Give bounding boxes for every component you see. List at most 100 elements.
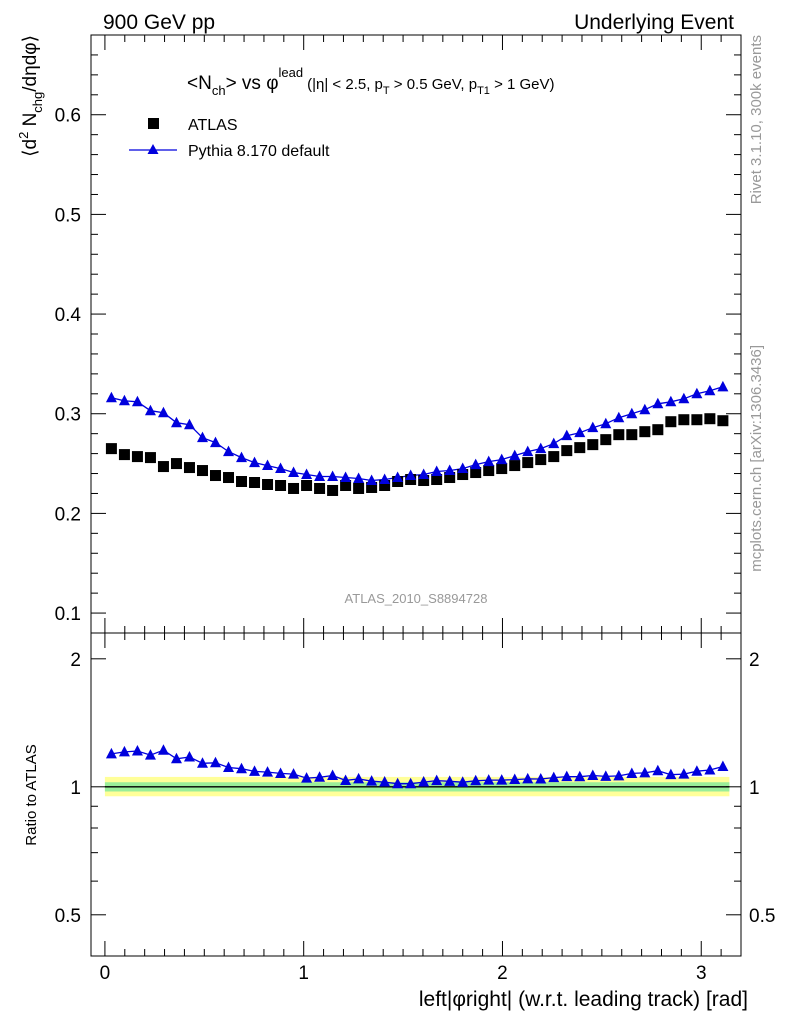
- pythia-point: [170, 416, 182, 428]
- atlas-point: [652, 424, 664, 436]
- pythia-point: [327, 470, 339, 482]
- pythia-point: [418, 468, 430, 480]
- pythia-point: [457, 462, 469, 474]
- ratio-point: [509, 773, 521, 785]
- ratio-point: [275, 767, 287, 778]
- pythia-point: [548, 437, 560, 449]
- ratio-point: [418, 776, 430, 787]
- ratio-ytick-label-right: 1: [749, 778, 760, 799]
- ratio-point: [548, 771, 560, 783]
- pythia-point: [301, 468, 313, 480]
- atlas-point: [366, 481, 378, 493]
- main-ytick-label: 0.6: [55, 106, 81, 127]
- rivet-label: Rivet 3.1.10, 300k events: [748, 35, 765, 204]
- pythia-point: [704, 384, 716, 396]
- ratio-point: [157, 744, 169, 755]
- ratio-point: [457, 776, 469, 787]
- atlas-point: [223, 472, 235, 484]
- ratio-point: [249, 765, 261, 776]
- pythia-point: [587, 421, 599, 433]
- atlas-point: [157, 461, 169, 473]
- ratio-point: [223, 761, 235, 773]
- pythia-point: [209, 436, 221, 448]
- atlas-point: [249, 477, 261, 489]
- ratio-point: [131, 744, 143, 756]
- ratio-point: [353, 772, 365, 784]
- atlas-point: [457, 469, 469, 481]
- ratio-point: [665, 768, 677, 780]
- ratio-point: [535, 773, 547, 784]
- legend-pythia-label: Pythia 8.170 default: [188, 143, 330, 160]
- pythia-point: [392, 471, 404, 483]
- pythia-point: [678, 392, 690, 404]
- ratio-point: [444, 775, 456, 786]
- pythia-point: [131, 395, 143, 407]
- pythia-point: [444, 464, 456, 476]
- atlas-point: [314, 482, 326, 494]
- pythia-point: [535, 442, 547, 454]
- atlas-point: [144, 452, 156, 464]
- atlas-point: [717, 415, 729, 427]
- ratio-point: [704, 764, 716, 775]
- atlas-point: [587, 439, 599, 451]
- pythia-point: [288, 466, 300, 478]
- ratio-point: [496, 774, 508, 785]
- pythia-point: [366, 474, 378, 486]
- ratio-ytick-label-left: 1: [70, 778, 81, 799]
- ratio-point: [691, 765, 703, 776]
- atlas-point: [340, 479, 352, 491]
- ratio-series: [105, 744, 729, 789]
- pythia-point: [613, 411, 625, 423]
- ratio-panel: 0.5 0.5 1 1 2 2 0 1 2 3 Ratio to ATLAS left|φrig…: [23, 632, 776, 1011]
- ratio-point: [522, 772, 534, 784]
- atlas-point: [600, 434, 612, 446]
- main-ticks: [91, 34, 741, 634]
- ratio-point: [613, 769, 625, 781]
- ratio-point: [366, 775, 378, 786]
- pythia-point: [105, 391, 117, 403]
- analysis-watermark: ATLAS_2010_S8894728: [345, 591, 488, 606]
- ratio-ticks: [91, 633, 741, 957]
- pythia-point: [275, 462, 287, 474]
- atlas-point: [209, 470, 221, 482]
- legend-atlas-label: ATLAS: [188, 117, 238, 134]
- pythia-point: [314, 470, 326, 482]
- mcplots-label: mcplots.cern.ch [arXiv:1306.3436]: [748, 345, 765, 572]
- atlas-point: [522, 457, 534, 469]
- pythia-point: [379, 473, 391, 485]
- pythia-point: [470, 458, 482, 470]
- ratio-point: [209, 756, 221, 768]
- atlas-point: [262, 478, 274, 490]
- ratio-point: [561, 770, 573, 782]
- main-tick-labels: 0.1 0.2 0.3 0.4 0.5 0.6: [55, 106, 82, 625]
- ratio-point: [470, 774, 482, 786]
- ratio-point: [288, 768, 300, 779]
- ratio-point: [301, 772, 313, 783]
- pythia-point: [561, 429, 573, 441]
- atlas-point: [496, 463, 508, 475]
- x-axis-label: left|φright| (w.r.t. leading track) [rad…: [419, 988, 748, 1011]
- ratio-point: [600, 770, 612, 781]
- header-left: 900 GeV pp: [103, 11, 215, 34]
- pythia-point: [522, 445, 534, 457]
- main-panel: 0.1 0.2 0.3 0.4 0.5 0.6 <Nch> vs φlead(|η| < …: [16, 34, 742, 634]
- x-tick-label: 1: [298, 963, 309, 984]
- atlas-point: [301, 479, 313, 491]
- pythia-point: [574, 426, 586, 438]
- ratio-tick-labels: 0.5 0.5 1 1 2 2: [55, 650, 776, 927]
- atlas-point: [574, 442, 586, 454]
- ratio-ytick-label-left: 0.5: [55, 906, 81, 927]
- ratio-point: [327, 769, 339, 781]
- atlas-point: [379, 479, 391, 491]
- ratio-point: [379, 776, 391, 787]
- ratio-point: [392, 777, 404, 789]
- atlas-point: [275, 479, 287, 491]
- ratio-ytick-label-left: 2: [70, 650, 81, 671]
- pythia-point: [483, 455, 495, 467]
- atlas-point: [626, 429, 638, 441]
- atlas-point: [548, 451, 560, 463]
- ratio-ytick-label-right: 2: [749, 650, 760, 671]
- atlas-point: [535, 454, 547, 466]
- pythia-point: [652, 397, 664, 409]
- pythia-point: [639, 403, 651, 415]
